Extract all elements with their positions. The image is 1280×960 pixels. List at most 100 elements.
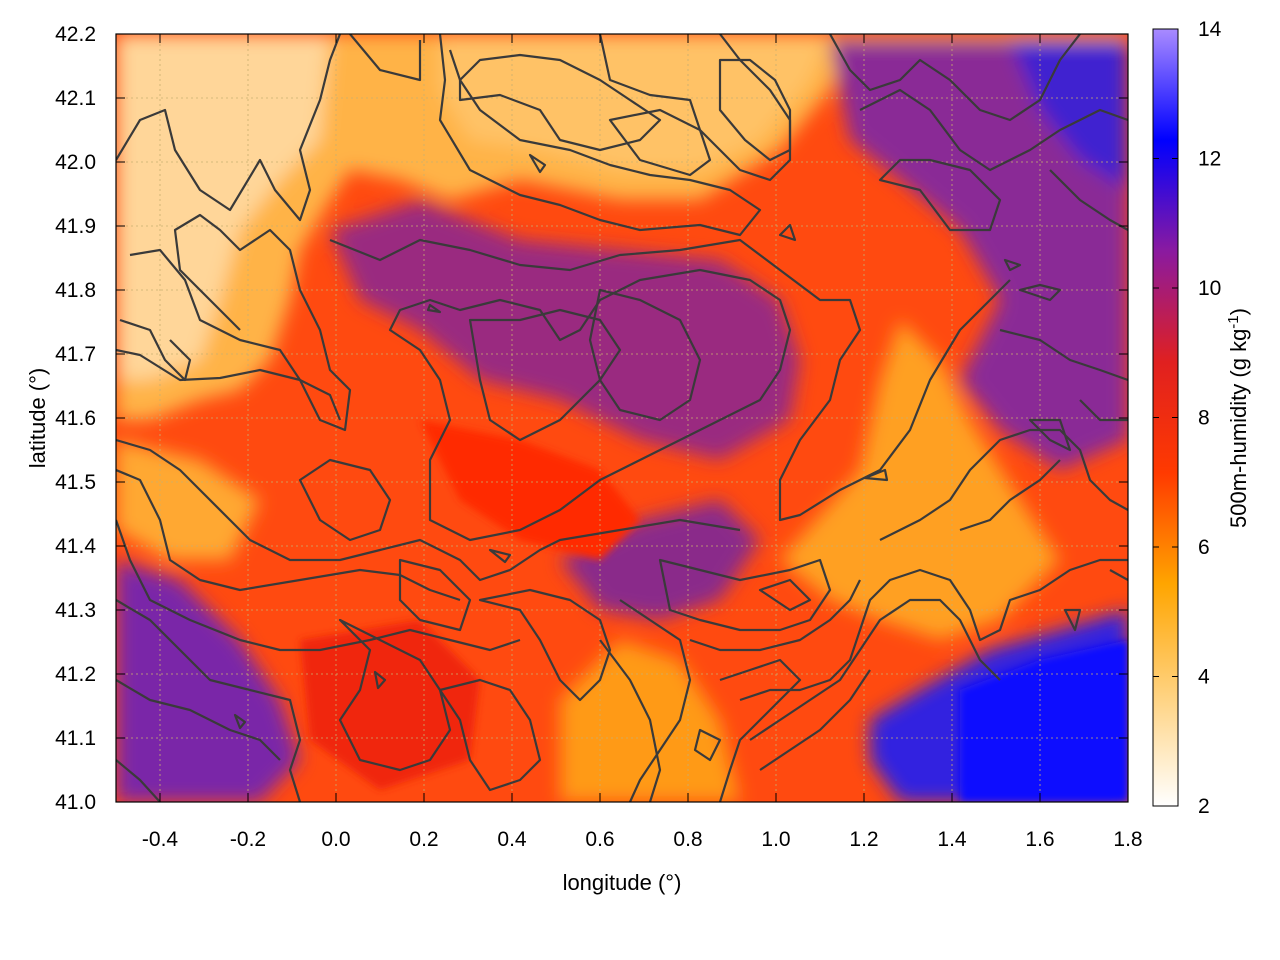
contour-line: [438, 34, 762, 237]
contour-line: [959, 459, 1061, 532]
y-tick-label: 41.6: [55, 407, 96, 430]
contour-line: [478, 588, 612, 702]
contour-line: [426, 303, 442, 314]
contour-line: [758, 578, 812, 612]
x-tick-label: 1.2: [849, 828, 878, 851]
x-tick-label: -0.2: [230, 828, 266, 851]
contour-line: [689, 579, 861, 652]
colorbar-label-sup: -1: [1225, 315, 1242, 328]
contour-line: [338, 618, 452, 772]
x-axis: -0.4 -0.2 0.0 0.2 0.4 0.6 0.8 1.0 1.2 1.4 1.6 1.8: [142, 34, 1143, 851]
contour-line: [693, 728, 722, 762]
y-tick-label: 41.1: [55, 727, 96, 750]
contour-line: [1028, 418, 1072, 452]
x-tick-label: 1.4: [937, 828, 967, 851]
contour-line: [1079, 399, 1128, 422]
contour-line: [116, 348, 342, 421]
red-core-south: [300, 620, 480, 790]
contour-line: [528, 153, 547, 174]
colorbar-tick-label: 4: [1198, 666, 1210, 689]
x-tick-label: 0.4: [497, 828, 527, 851]
x-tick-label: 1.8: [1113, 828, 1142, 851]
x-tick-label: 1.0: [761, 828, 790, 851]
y-tick-label: 42.0: [55, 151, 96, 174]
contour-line: [879, 428, 1128, 541]
x-tick-label: 0.2: [409, 828, 438, 851]
orange-west: [116, 440, 260, 560]
x-tick-label: 0.8: [673, 828, 702, 851]
contour-line: [619, 599, 692, 802]
contour-line: [1063, 608, 1082, 632]
y-tick-label: 41.5: [55, 471, 96, 494]
colorbar-label-end: ): [1226, 308, 1251, 315]
contour-line: [458, 53, 662, 152]
contour-line: [329, 238, 1011, 522]
contour-line: [1018, 283, 1062, 302]
purple-east: [830, 40, 1128, 470]
contour-line: [1109, 569, 1128, 581]
contour-line: [298, 458, 392, 542]
y-tick-label: 41.4: [55, 535, 96, 558]
contour-line: [749, 598, 1001, 741]
contour-line: [373, 670, 387, 690]
x-tick-label: 1.6: [1025, 828, 1054, 851]
y-tick-label: 41.9: [55, 215, 96, 238]
y-tick-label: 42.2: [55, 23, 96, 46]
contour-line: [116, 468, 461, 602]
y-axis: 41.0 41.1 41.2 41.3 41.4 41.5 41.6 41.7 41.8 41.9…: [55, 23, 1128, 814]
contour-line: [859, 88, 1128, 172]
contour-lines: [116, 34, 1128, 802]
contour-line: [759, 669, 871, 771]
dry-north-region: [116, 34, 1128, 420]
colorbar-tick-label: 2: [1198, 795, 1210, 818]
colorbar-tick-label: 14: [1198, 18, 1222, 41]
contour-line: [129, 213, 352, 432]
contour-line: [778, 223, 797, 242]
purple-central-basin: [330, 200, 800, 460]
contour-line: [999, 328, 1128, 382]
blue-northeast: [1010, 40, 1128, 190]
dry-northcentre: [440, 34, 830, 170]
contour-line: [608, 108, 712, 177]
orange-southeast-band: [780, 320, 1060, 640]
contour-line: [116, 519, 521, 652]
x-tick-label: -0.4: [142, 828, 179, 851]
contour-line: [863, 468, 889, 482]
purple-southwest: [116, 560, 300, 802]
contour-line: [829, 34, 1081, 122]
contour-line: [398, 558, 472, 632]
contour-line: [388, 268, 792, 542]
contour-line: [116, 34, 342, 222]
contour-line: [349, 34, 422, 82]
sea-core: [960, 640, 1128, 802]
contour-line: [119, 318, 192, 382]
contour-line: [116, 679, 281, 761]
colorbar-label-main: 500m-humidity (g kg: [1226, 329, 1251, 528]
contour-line: [488, 548, 512, 564]
colorbar-tick-label: 8: [1198, 407, 1210, 430]
contour-line: [878, 158, 1002, 232]
very-dry-northwest: [116, 34, 330, 380]
contour-line: [658, 558, 832, 632]
y-tick-label: 42.1: [55, 87, 96, 110]
contour-line: [116, 599, 302, 802]
contour-line: [599, 639, 662, 802]
contour-line: [718, 658, 802, 802]
colorbar-label: 500m-humidity (g kg-1): [1225, 308, 1251, 528]
contour-line: [116, 759, 161, 802]
y-tick-label: 41.8: [55, 279, 96, 302]
x-tick-label: 0.6: [585, 828, 614, 851]
contour-line: [1003, 258, 1022, 272]
y-tick-label: 41.0: [55, 791, 96, 814]
colorbar-tick-label: 6: [1198, 536, 1210, 559]
y-tick-label: 41.3: [55, 599, 96, 622]
contour-line: [116, 438, 741, 582]
y-axis-label: latitude (°): [25, 368, 50, 469]
x-axis-label: longitude (°): [563, 870, 682, 895]
colorbar-tick-label: 12: [1198, 148, 1221, 171]
contour-line: [598, 34, 792, 182]
colorbar-tick-label: 10: [1198, 277, 1221, 300]
y-tick-label: 41.7: [55, 343, 96, 366]
contour-line: [718, 58, 792, 162]
